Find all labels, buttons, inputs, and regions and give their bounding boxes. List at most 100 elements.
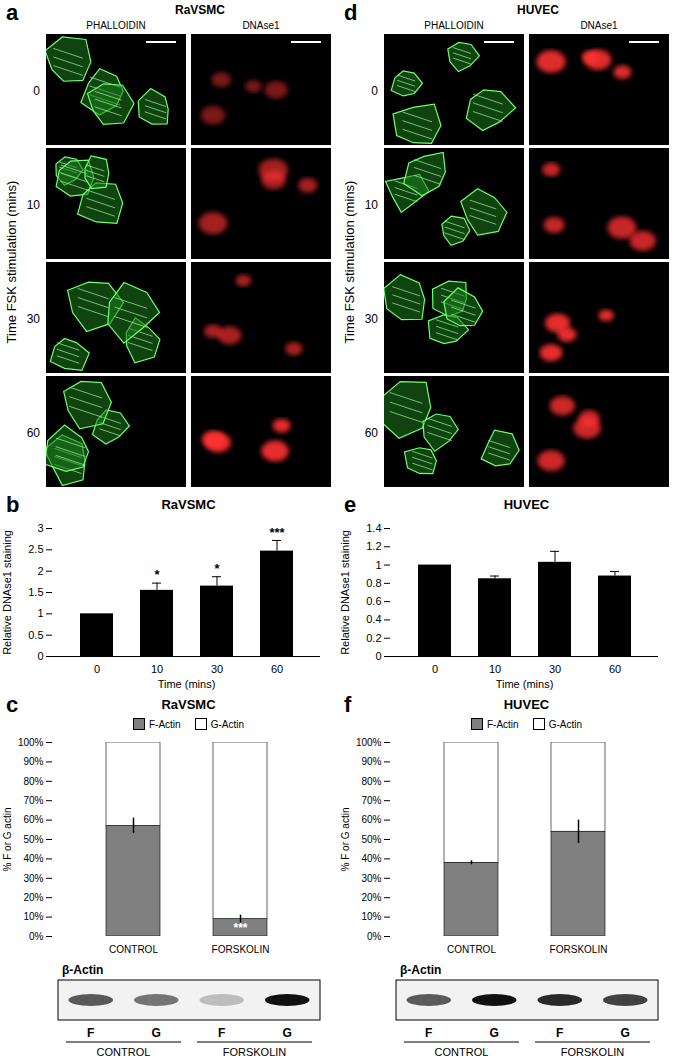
svg-text:0: 0 xyxy=(94,663,100,675)
svg-text:90%: 90% xyxy=(23,756,43,767)
svg-text:F: F xyxy=(218,1026,225,1040)
svg-text:60: 60 xyxy=(27,426,41,440)
svg-text:DNAse1: DNAse1 xyxy=(580,20,618,31)
svg-text:2: 2 xyxy=(37,565,43,577)
svg-text:50%: 50% xyxy=(361,834,381,845)
html-text:RaVSMC: RaVSMC xyxy=(161,497,216,512)
svg-text:***: *** xyxy=(233,921,247,935)
svg-text:20%: 20% xyxy=(361,892,381,903)
svg-text:0%: 0% xyxy=(367,931,382,942)
svg-text:30: 30 xyxy=(365,312,379,326)
svg-text:60: 60 xyxy=(271,663,283,675)
svg-text:0: 0 xyxy=(33,84,40,98)
svg-text:G: G xyxy=(621,1026,630,1040)
svg-text:60: 60 xyxy=(365,426,379,440)
svg-text:F: F xyxy=(87,1026,94,1040)
svg-text:CONTROL: CONTROL xyxy=(109,944,158,955)
svg-text:10%: 10% xyxy=(361,911,381,922)
svg-text:1: 1 xyxy=(37,607,43,619)
svg-text:50%: 50% xyxy=(23,834,43,845)
svg-text:HUVEC: HUVEC xyxy=(517,3,559,17)
svg-text:*: * xyxy=(214,561,220,576)
svg-text:FORSKOLIN: FORSKOLIN xyxy=(223,1046,287,1058)
html-text:HUVEC: HUVEC xyxy=(503,497,550,512)
svg-text:G: G xyxy=(283,1026,292,1040)
html-text:F-Actin: F-Actin xyxy=(149,718,181,730)
svg-text:30: 30 xyxy=(211,663,223,675)
svg-text:CONTROL: CONTROL xyxy=(435,1046,489,1058)
svg-text:30: 30 xyxy=(27,312,41,326)
svg-text:20%: 20% xyxy=(23,892,43,903)
svg-text:80%: 80% xyxy=(23,776,43,787)
svg-text:*: * xyxy=(154,567,160,582)
svg-text:DNAse1: DNAse1 xyxy=(242,20,280,31)
svg-text:30%: 30% xyxy=(361,873,381,884)
svg-text:2.5: 2.5 xyxy=(28,543,43,555)
svg-text:% F or G actin: % F or G actin xyxy=(340,808,351,872)
svg-text:100%: 100% xyxy=(356,737,382,748)
svg-text:40%: 40% xyxy=(23,853,43,864)
svg-text:10: 10 xyxy=(489,663,501,675)
svg-text:FORSKOLIN: FORSKOLIN xyxy=(212,944,270,955)
svg-text:RaVSMC: RaVSMC xyxy=(175,3,225,17)
svg-text:CONTROL: CONTROL xyxy=(97,1046,151,1058)
svg-text:d: d xyxy=(344,0,357,25)
svg-text:0: 0 xyxy=(37,650,43,662)
svg-text:1.2: 1.2 xyxy=(366,540,381,552)
svg-text:F: F xyxy=(556,1026,563,1040)
svg-text:10: 10 xyxy=(365,198,379,212)
svg-text:β-Actin: β-Actin xyxy=(400,963,441,977)
svg-text:1.5: 1.5 xyxy=(28,586,43,598)
svg-text:0: 0 xyxy=(432,663,438,675)
svg-text:Time (mins): Time (mins) xyxy=(496,678,554,690)
svg-text:G: G xyxy=(152,1026,161,1040)
svg-text:0.4: 0.4 xyxy=(366,613,381,625)
svg-text:1.4: 1.4 xyxy=(366,522,381,534)
svg-text:1: 1 xyxy=(375,559,381,571)
svg-text:Time (mins): Time (mins) xyxy=(158,678,216,690)
svg-text:FORSKOLIN: FORSKOLIN xyxy=(550,944,608,955)
html-text:e: e xyxy=(344,492,357,517)
svg-text:FORSKOLIN: FORSKOLIN xyxy=(561,1046,625,1058)
svg-text:60%: 60% xyxy=(361,814,381,825)
svg-text:0%: 0% xyxy=(29,931,44,942)
svg-text:30%: 30% xyxy=(23,873,43,884)
svg-text:3: 3 xyxy=(37,522,43,534)
html-text:HUVEC: HUVEC xyxy=(503,697,550,712)
svg-text:β-Actin: β-Actin xyxy=(62,963,103,977)
svg-text:100%: 100% xyxy=(18,737,44,748)
svg-text:G: G xyxy=(490,1026,499,1040)
svg-text:0: 0 xyxy=(371,84,378,98)
svg-text:30: 30 xyxy=(549,663,561,675)
svg-text:60%: 60% xyxy=(23,814,43,825)
svg-text:10: 10 xyxy=(151,663,163,675)
svg-text:0.6: 0.6 xyxy=(366,595,381,607)
svg-text:Time FSK stimulation (mins): Time FSK stimulation (mins) xyxy=(4,181,19,344)
svg-text:70%: 70% xyxy=(361,795,381,806)
svg-text:40%: 40% xyxy=(361,853,381,864)
html-text:RaVSMC: RaVSMC xyxy=(161,697,216,712)
html-text:b: b xyxy=(6,492,20,517)
svg-text:0.5: 0.5 xyxy=(28,629,43,641)
svg-text:60: 60 xyxy=(609,663,621,675)
svg-text:CONTROL: CONTROL xyxy=(447,944,496,955)
svg-text:PHALLOIDIN: PHALLOIDIN xyxy=(86,20,145,31)
html-text:c: c xyxy=(6,692,19,717)
svg-text:% F or G actin: % F or G actin xyxy=(2,808,13,872)
svg-text:F: F xyxy=(425,1026,432,1040)
svg-text:Relative DNAse1 staining: Relative DNAse1 staining xyxy=(1,530,13,655)
svg-text:0: 0 xyxy=(375,650,381,662)
svg-text:Relative DNAse1 staining: Relative DNAse1 staining xyxy=(339,530,351,655)
svg-text:0.2: 0.2 xyxy=(366,632,381,644)
svg-text:Time FSK stimulation (mins): Time FSK stimulation (mins) xyxy=(342,181,357,344)
svg-text:a: a xyxy=(6,0,19,25)
svg-text:0.8: 0.8 xyxy=(366,577,381,589)
html-text:G-Actin: G-Actin xyxy=(210,718,244,730)
svg-text:10%: 10% xyxy=(23,911,43,922)
svg-text:PHALLOIDIN: PHALLOIDIN xyxy=(424,20,483,31)
svg-text:70%: 70% xyxy=(23,795,43,806)
svg-text:80%: 80% xyxy=(361,776,381,787)
svg-text:***: *** xyxy=(269,525,285,540)
svg-text:10: 10 xyxy=(27,198,41,212)
svg-text:90%: 90% xyxy=(361,756,381,767)
